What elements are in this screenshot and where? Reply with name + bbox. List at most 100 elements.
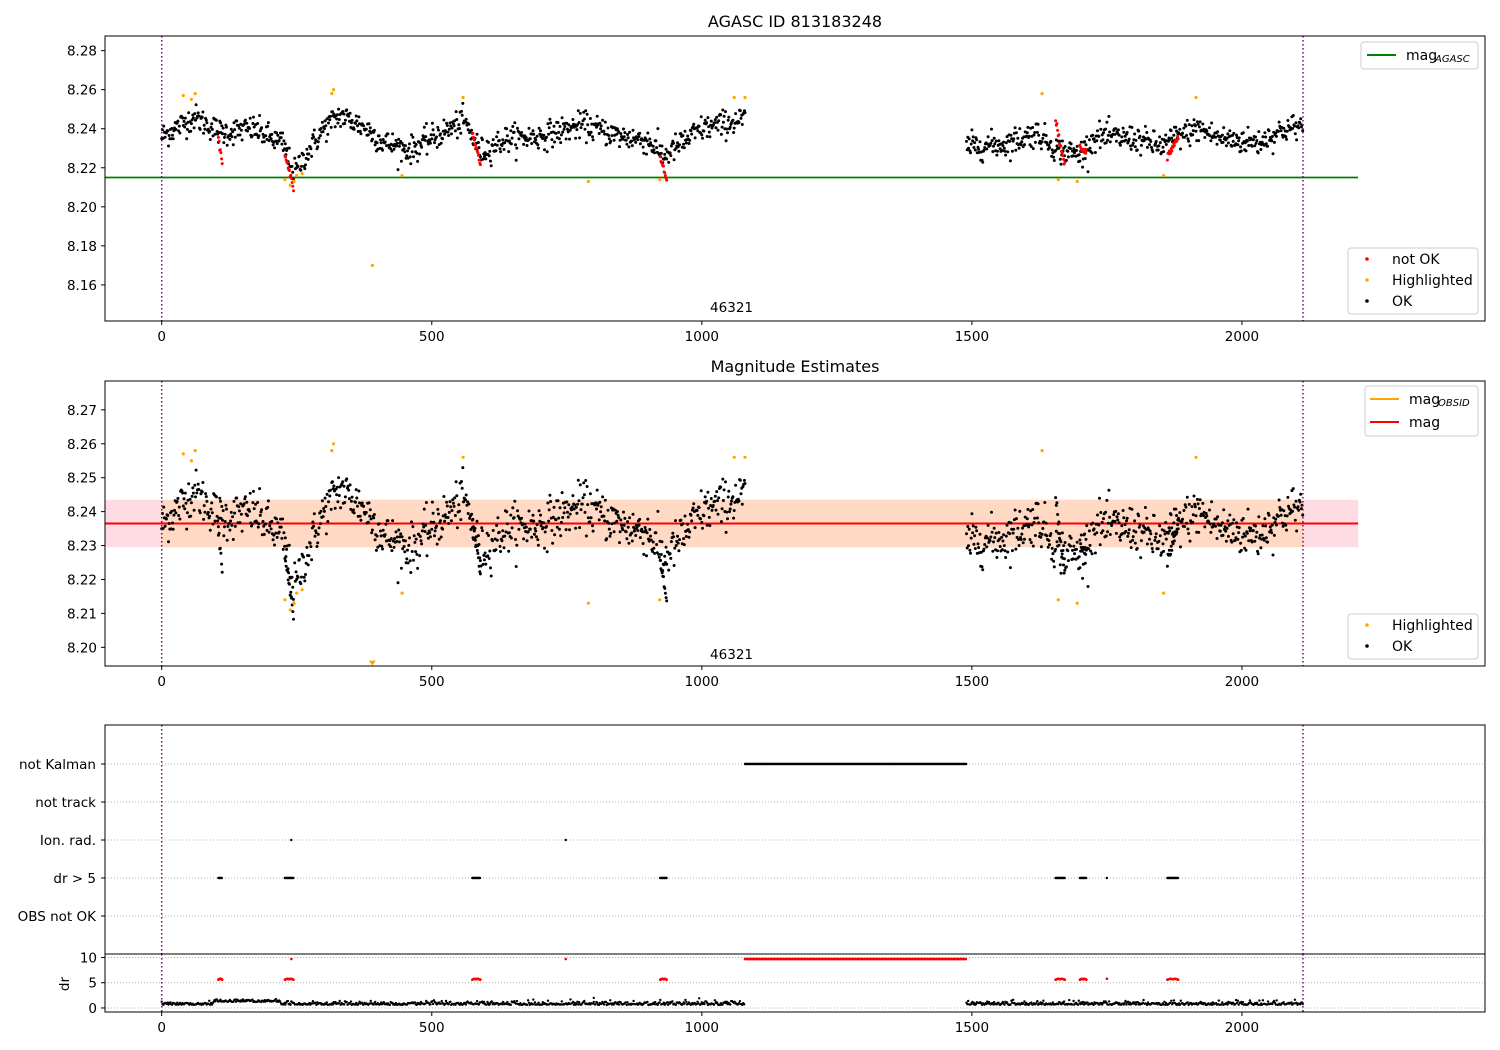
ok-point — [220, 562, 224, 566]
ok-point — [431, 128, 435, 132]
ok-point — [585, 485, 589, 488]
ok-point — [547, 519, 551, 523]
ok-point — [1115, 515, 1119, 519]
dr-point — [527, 1001, 531, 1004]
dr-point — [331, 1003, 334, 1006]
ok-point — [1005, 135, 1009, 139]
dr-high-point — [479, 978, 482, 981]
ok-point — [381, 138, 385, 141]
ok-point — [287, 543, 291, 547]
ok-point — [1012, 137, 1016, 141]
ok-point — [231, 538, 235, 541]
ok-point — [1264, 142, 1268, 146]
dr-point — [1266, 1003, 1269, 1006]
ok-point — [189, 501, 193, 505]
ok-point — [201, 110, 205, 114]
ok-point — [284, 564, 288, 568]
ok-point — [687, 142, 691, 145]
ok-point — [1026, 507, 1030, 511]
ok-point — [393, 537, 397, 540]
dr-point — [431, 1002, 435, 1006]
ok-point — [985, 536, 989, 540]
ok-point — [1026, 125, 1030, 129]
ok-point — [204, 118, 208, 122]
ok-point — [1058, 157, 1062, 161]
ok-point — [514, 143, 517, 147]
ok-point — [719, 520, 723, 524]
not-ok-point — [1170, 149, 1174, 153]
ok-point — [194, 495, 197, 499]
ok-point — [1185, 495, 1189, 499]
dr-point — [592, 996, 595, 1000]
ok-point — [1184, 124, 1188, 128]
ok-point — [167, 522, 171, 525]
dr-point — [514, 1002, 518, 1005]
ok-point — [403, 150, 407, 154]
ok-point — [321, 130, 325, 134]
ok-point — [628, 516, 632, 520]
ok-point — [1223, 525, 1227, 529]
ok-point — [588, 520, 592, 524]
ok-point — [352, 508, 355, 512]
ok-point — [412, 558, 415, 562]
ok-point — [410, 520, 413, 524]
ok-point — [191, 491, 195, 495]
ok-point — [705, 135, 709, 138]
ok-point — [172, 513, 176, 517]
ok-point — [1286, 495, 1290, 499]
x-tick-label: 500 — [419, 329, 445, 345]
ok-point — [413, 540, 417, 544]
ok-point — [740, 123, 744, 126]
ok-point — [1086, 585, 1090, 588]
ok-point — [1185, 521, 1189, 525]
ok-point — [1102, 131, 1105, 135]
dr-point — [1009, 1003, 1012, 1006]
ok-point — [392, 545, 396, 549]
ok-point — [190, 494, 194, 498]
ok-point — [407, 146, 411, 150]
ok-point — [1149, 532, 1153, 536]
highlighted-point — [193, 92, 197, 96]
dr-point — [361, 1001, 364, 1004]
ok-point — [171, 521, 174, 525]
ok-point — [358, 501, 361, 505]
dr-point — [1010, 999, 1013, 1002]
ok-point — [397, 144, 401, 148]
y-tick-label: 8.26 — [67, 437, 97, 453]
ok-point — [669, 556, 673, 560]
ok-point — [389, 147, 393, 151]
ok-point — [1107, 488, 1111, 492]
ok-point — [256, 501, 260, 504]
ok-point — [1106, 521, 1110, 525]
ok-point — [626, 136, 630, 140]
ok-point — [1090, 552, 1094, 556]
ok-point — [262, 532, 266, 536]
highlighted-point — [1040, 449, 1044, 453]
ok-point — [347, 497, 351, 501]
ok-point — [451, 501, 455, 505]
ok-point — [341, 110, 345, 113]
ok-point — [743, 111, 747, 115]
ok-point — [989, 535, 993, 539]
flag-point — [1063, 876, 1066, 880]
dr-point — [603, 1003, 606, 1006]
ok-point — [500, 539, 504, 543]
ok-point — [1191, 513, 1195, 517]
dr-high-point — [1085, 978, 1088, 981]
ok-point — [682, 146, 686, 150]
ok-point — [1271, 152, 1275, 156]
ok-point — [1072, 544, 1076, 548]
ok-point — [1197, 139, 1201, 143]
ok-point — [184, 122, 188, 126]
dr-point — [738, 1000, 742, 1003]
ok-point — [182, 119, 186, 123]
ok-point — [610, 522, 614, 526]
ok-point — [1274, 517, 1278, 521]
ok-point — [1059, 540, 1063, 544]
ok-point — [660, 571, 664, 575]
dr-point — [1226, 1003, 1229, 1006]
ok-point — [726, 495, 730, 499]
ok-point — [1191, 129, 1195, 133]
